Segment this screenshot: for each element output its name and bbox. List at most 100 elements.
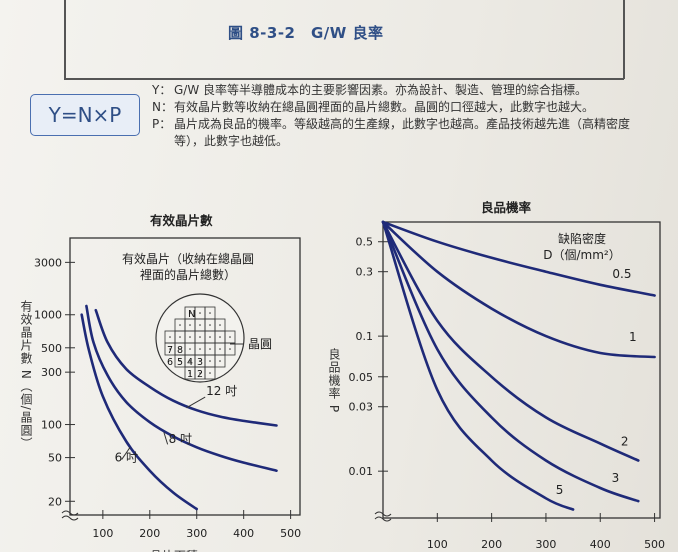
series-line-2: [85, 304, 278, 472]
chip-dot: [219, 324, 221, 326]
series-label-leader: [121, 447, 131, 460]
chip-dot: [229, 348, 231, 350]
chip-dot: [199, 336, 201, 338]
y-axis-label: 良品機率 P: [327, 347, 341, 414]
chip-dot: [179, 348, 181, 350]
definition-text: 晶片成為良品的機率。等級越高的生產線，此數字也越高。產品技術越先進（高精密度等）…: [174, 117, 631, 148]
y-tick-label: 0.5: [356, 236, 374, 249]
definition-p: P： 晶片成為良品的機率。等級越高的生產線，此數字也越高。產品技術越先進（高精密…: [152, 116, 652, 150]
y-tick-label: 0.03: [349, 401, 374, 414]
plot-frame: [382, 221, 661, 519]
y-axis-label: 有效晶片數 N（個/晶圓）: [19, 300, 33, 450]
x-tick-label: 400: [590, 538, 611, 551]
x-tick-label: 100: [427, 538, 448, 551]
header-frame-left: [64, 0, 66, 79]
y-tick-label: 3000: [34, 256, 62, 269]
chip-dot: [219, 348, 221, 350]
chip-dot: [209, 348, 211, 350]
chip-dot: [179, 324, 181, 326]
header-frame-right: [623, 0, 625, 79]
series-line-5: [381, 220, 575, 511]
chip-dot: [209, 324, 211, 326]
x-tick-label: 200: [481, 538, 502, 551]
series-label-leader: [163, 432, 169, 445]
chip-dot: [219, 360, 221, 362]
series-line-1: [80, 313, 198, 511]
wafer-circle: [155, 293, 245, 383]
series-label-leader: [186, 396, 206, 409]
chip-number: 8: [177, 345, 183, 356]
x-tick-label: 500: [280, 527, 301, 540]
chip-dot: [219, 336, 221, 338]
chip-dot: [209, 360, 211, 362]
y-tick-label: 0.01: [349, 465, 374, 478]
series-label: 0.5: [612, 267, 631, 281]
chip-number: 2: [197, 369, 203, 380]
series-label: 5: [556, 483, 564, 497]
chip-dot: [199, 348, 201, 350]
chip-dot: [229, 336, 231, 338]
definition-key: Y：: [152, 83, 172, 97]
definition-key: P：: [152, 117, 172, 131]
y-tick-label: 500: [41, 342, 62, 355]
chip-cell: [214, 354, 226, 368]
y-tick-label: 20: [48, 495, 62, 508]
legend-title-line-1: 缺陷密度: [558, 231, 606, 246]
chart-title-probability: 良品機率: [481, 200, 532, 215]
formula-box: Y=N×P: [30, 94, 140, 136]
definition-text: G/W 良率等半導體成本的主要影響因素。亦為設計、製造、管理的綜合指標。: [174, 83, 588, 97]
series-label: 12 吋: [206, 384, 237, 398]
chip-dot: [179, 336, 181, 338]
wafer-label: 晶圓: [248, 337, 272, 351]
series-label: 2: [621, 434, 629, 448]
definition-text: 有效晶片數等收納在總晶圓裡面的晶片總數。晶圓的口徑越大，此數字也越大。: [174, 100, 595, 114]
series-line-3: [94, 308, 278, 427]
series-line-2: [381, 220, 656, 359]
chip-number: 3: [197, 357, 203, 368]
series-label: 6 吋: [115, 451, 138, 465]
x-tick-label: 100: [92, 527, 113, 540]
series-label: 1: [629, 330, 637, 344]
definition-y: Y： G/W 良率等半導體成本的主要影響因素。亦為設計、製造、管理的綜合指標。: [152, 82, 652, 99]
chip-dot: [179, 360, 181, 362]
x-tick-label: 300: [535, 538, 556, 551]
axis-break-mark: [374, 511, 392, 522]
chip-dot: [189, 336, 191, 338]
inset-title-line-2: 裡面的晶片總數）: [140, 267, 236, 282]
inset-n-label: N: [188, 309, 195, 320]
series-line-4: [381, 220, 640, 503]
x-tick-label: 300: [186, 527, 207, 540]
y-tick-label: 0.3: [356, 266, 374, 279]
y-tick-label: 300: [41, 366, 62, 379]
chip-dot: [209, 336, 211, 338]
chip-dot: [169, 348, 171, 350]
chip-dot: [189, 324, 191, 326]
series-label: 3: [612, 471, 620, 485]
chip-dot: [189, 372, 191, 374]
chip-number: 5: [177, 357, 183, 368]
chart-title-chips: 有效晶片數: [150, 213, 213, 228]
series-line-3: [381, 220, 640, 462]
chip-dot: [189, 348, 191, 350]
y-tick-label: 0.1: [356, 330, 374, 343]
inset-title-line-1: 有效晶片（收納在總晶圓: [122, 251, 254, 266]
y-tick-label: 100: [41, 419, 62, 432]
formula-text: Y=N×P: [48, 103, 122, 127]
chip-number: 6: [167, 357, 173, 368]
figure-title: 圖 8-3-2 G/W 良率: [228, 24, 384, 42]
chip-dot: [169, 336, 171, 338]
chip-cell: [204, 366, 216, 380]
chip-dot: [199, 372, 201, 374]
definition-key: N：: [152, 100, 173, 114]
definitions-list: Y： G/W 良率等半導體成本的主要影響因素。亦為設計、製造、管理的綜合指標。 …: [152, 82, 652, 150]
header-divider: [64, 78, 624, 80]
chip-cell: [224, 342, 236, 356]
chip-dot: [199, 324, 201, 326]
chip-dot: [199, 360, 201, 362]
series-line-1: [381, 220, 656, 297]
axis-break-mark: [61, 510, 79, 521]
plot-frame: [69, 237, 301, 516]
